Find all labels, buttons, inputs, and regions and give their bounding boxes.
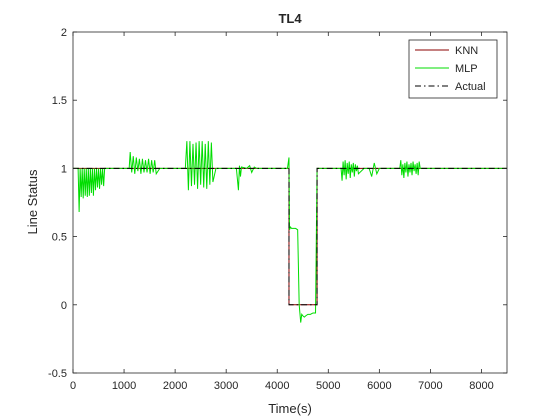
y-tick-label: 0.5	[52, 232, 67, 244]
series-line-mlp	[73, 141, 507, 323]
y-tick-label: 2	[61, 27, 67, 39]
y-tick-label: 1	[61, 163, 67, 175]
x-tick-label: 1000	[112, 380, 136, 392]
axes: 0 1000 2000 3000 4000 5000 6000 7000 8000-0.500.…	[48, 27, 508, 392]
x-tick-label: 6000	[367, 380, 391, 392]
legend-label-mlp: MLP	[455, 63, 478, 75]
series-line-actual	[73, 167, 507, 306]
x-axis-label: Time(s)	[268, 401, 312, 416]
chart-title: TL4	[278, 11, 302, 26]
x-tick-label: 2000	[163, 380, 187, 392]
y-tick-label: 1.5	[52, 95, 67, 107]
x-tick-label: 7000	[418, 380, 442, 392]
legend-label-actual: Actual	[455, 81, 486, 93]
y-tick-label: -0.5	[48, 368, 67, 380]
x-tick-label: 3000	[214, 380, 238, 392]
legend-label-knn: KNN	[455, 45, 478, 57]
x-tick-label: 5000	[316, 380, 340, 392]
y-axis-label: Line Status	[25, 169, 40, 235]
axes-box	[72, 31, 508, 374]
x-tick-label: 0	[70, 380, 76, 392]
y-tick-label: 0	[61, 300, 67, 312]
x-tick-label: 8000	[469, 380, 493, 392]
x-tick-label: 4000	[265, 380, 289, 392]
legend: KNN MLP Actual	[408, 39, 498, 99]
